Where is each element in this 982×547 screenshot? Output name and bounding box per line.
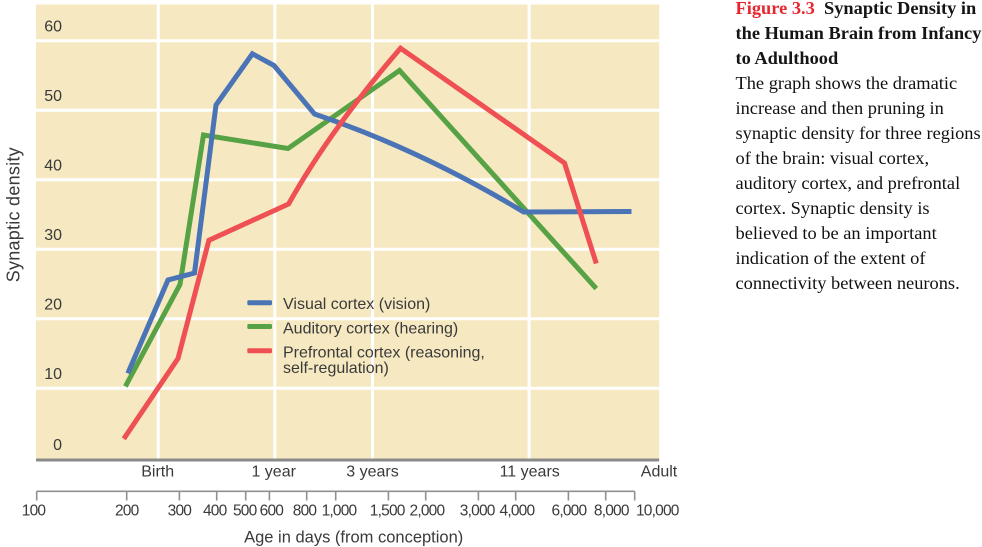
svg-text:Birth: Birth [141, 463, 174, 480]
svg-text:Adult: Adult [641, 463, 678, 480]
svg-text:40: 40 [44, 158, 62, 175]
svg-text:800: 800 [293, 503, 318, 520]
svg-text:1,000: 1,000 [322, 503, 358, 520]
svg-text:Age in days (from conception): Age in days (from conception) [244, 529, 463, 547]
svg-text:400: 400 [203, 503, 228, 520]
svg-text:10: 10 [44, 366, 62, 383]
svg-text:3,000: 3,000 [460, 503, 496, 520]
svg-text:30: 30 [44, 227, 62, 244]
svg-text:Synaptic density: Synaptic density [4, 147, 24, 282]
svg-text:500: 500 [233, 503, 258, 520]
svg-text:100: 100 [22, 503, 47, 520]
svg-text:0: 0 [53, 437, 62, 454]
svg-text:Visual cortex (vision): Visual cortex (vision) [283, 296, 430, 313]
svg-text:11 years: 11 years [500, 463, 560, 480]
svg-text:1 year: 1 year [251, 463, 296, 480]
svg-text:3 years: 3 years [346, 463, 398, 480]
svg-text:200: 200 [115, 503, 140, 520]
svg-text:Auditory cortex (hearing): Auditory cortex (hearing) [283, 320, 458, 337]
svg-text:50: 50 [44, 88, 62, 105]
svg-text:4,000: 4,000 [500, 503, 536, 520]
svg-text:8,000: 8,000 [594, 503, 630, 520]
svg-text:20: 20 [44, 297, 62, 314]
svg-text:6,000: 6,000 [552, 503, 588, 520]
svg-text:self-regulation): self-regulation) [283, 360, 389, 377]
svg-text:300: 300 [168, 503, 193, 520]
svg-text:2,000: 2,000 [410, 503, 446, 520]
svg-text:Prefrontal cortex (reasoning,: Prefrontal cortex (reasoning, [283, 345, 485, 362]
svg-text:600: 600 [260, 503, 285, 520]
svg-text:10,000: 10,000 [636, 503, 680, 520]
svg-text:1,500: 1,500 [370, 503, 406, 520]
svg-text:60: 60 [44, 19, 62, 36]
